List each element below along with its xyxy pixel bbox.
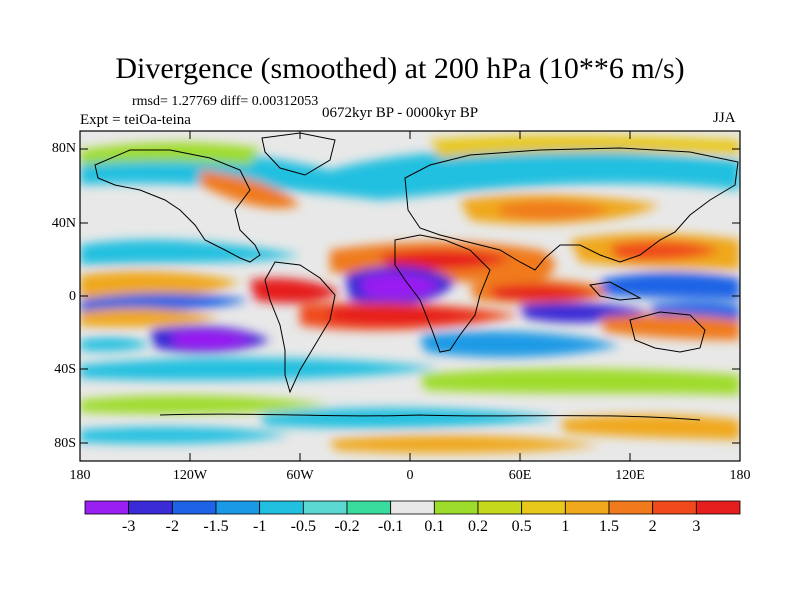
plot-title: Divergence (smoothed) at 200 hPa (10**6 … [115,52,685,85]
colorbar-swatch [128,500,173,515]
season-label: JJA [713,110,736,126]
colorbar-label: -1 [252,518,267,535]
colorbar-label: -1.5 [203,518,229,535]
colorbar-swatch [171,500,217,515]
colorbar-swatch [215,500,261,515]
colorbar-swatch [433,500,479,515]
colorbar-label: -0.5 [290,518,316,535]
colorbar-label: -3 [121,518,136,535]
colorbar-label: 3 [692,518,701,535]
colorbar-swatch [302,500,348,515]
y-tick-0: 0 [69,289,76,304]
coastlines [94,132,739,421]
colorbar [84,500,741,515]
colorbar-label: -0.2 [334,518,360,535]
colorbar-swatch [346,500,392,515]
colorbar-swatch [652,500,697,515]
y-tick-40s: 40S [54,362,76,377]
colorbar-swatch [564,500,610,515]
colorbar-label: -2 [165,518,179,535]
y-tick-80s: 80S [54,436,76,451]
divergence-field [80,131,740,461]
colorbar-swatch [521,500,566,515]
x-tick-60e: 60E [508,468,532,483]
rmsd-diff-stats: rmsd= 1.27769 diff= 0.00312053 [132,94,319,109]
colorbar-label: 2 [648,518,657,535]
colorbar-label: 0.2 [468,518,488,535]
colorbar-label: 1 [561,518,570,535]
period-label: 0672kyr BP - 0000kyr BP [322,105,479,121]
y-tick-80n: 80N [51,141,76,156]
experiment-label: Expt = teiOa-teina [80,112,191,128]
colorbar-swatch [695,500,741,515]
x-tick-180e: 180 [729,468,751,483]
colorbar-swatch [259,500,304,515]
colorbar-swatch [608,500,654,515]
colorbar-label: 0.1 [424,518,445,535]
x-tick-120e: 120E [615,468,645,483]
colorbar-label: -0.1 [377,518,404,535]
colorbar-label: 1.5 [599,518,619,535]
axis-ticks [80,131,740,461]
y-tick-40n: 40N [51,216,76,231]
x-tick-180w: 180 [69,468,91,483]
colorbar-label: 0.5 [511,518,532,535]
x-tick-60w: 60W [286,468,314,483]
x-tick-120w: 120W [172,468,208,483]
colorbar-swatch [477,500,523,515]
colorbar-swatch [84,500,130,515]
x-tick-0: 0 [406,468,414,483]
colorbar-swatch [390,500,435,515]
